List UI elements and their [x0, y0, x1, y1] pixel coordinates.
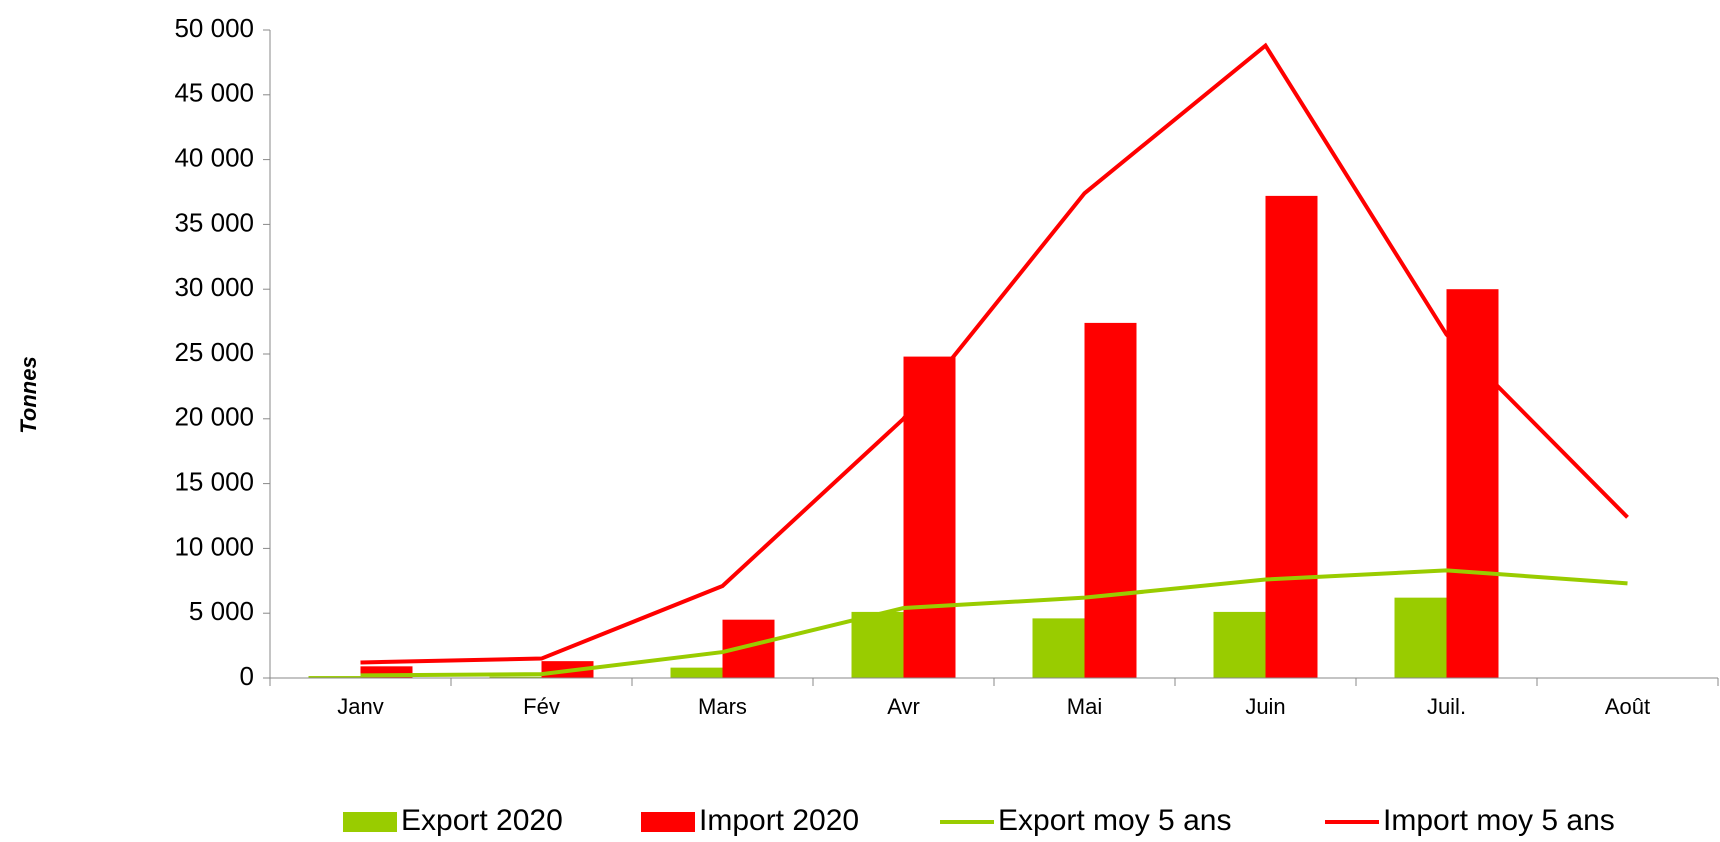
- bar: [1213, 611, 1266, 678]
- x-tick-label: Janv: [337, 694, 383, 719]
- line-series: [360, 568, 1628, 678]
- x-tick-label: Juin: [1245, 694, 1285, 719]
- bar: [1032, 618, 1085, 678]
- bar: [851, 611, 904, 678]
- y-tick-label: 50 000: [174, 13, 254, 43]
- x-tick-label: Mai: [1067, 694, 1102, 719]
- bar: [1446, 289, 1499, 678]
- bar: [1394, 597, 1447, 678]
- x-tick-label: Fév: [523, 694, 560, 719]
- x-tick-label: Mars: [698, 694, 747, 719]
- bar: [1265, 195, 1318, 678]
- line-series: [360, 42, 1629, 665]
- x-tick-label: Avr: [887, 694, 920, 719]
- x-tick-label: Juil.: [1427, 694, 1466, 719]
- bar: [903, 356, 956, 678]
- bar: [308, 676, 361, 678]
- bar: [1084, 322, 1137, 678]
- y-tick-label: 10 000: [174, 531, 254, 561]
- legend-swatch: [641, 812, 695, 832]
- x-tick-label: Août: [1605, 694, 1650, 719]
- bar: [670, 667, 723, 678]
- y-tick-label: 15 000: [174, 466, 254, 496]
- y-tick-label: 30 000: [174, 272, 254, 302]
- bar: [489, 676, 542, 678]
- y-tick-label: 45 000: [174, 78, 254, 108]
- legend-label: Export 2020: [401, 804, 563, 837]
- y-tick-label: 0: [240, 661, 254, 691]
- y-tick-label: 20 000: [174, 402, 254, 432]
- bar: [360, 666, 413, 678]
- legend-swatch: [343, 812, 397, 832]
- y-tick-label: 5 000: [189, 596, 254, 626]
- y-tick-label: 40 000: [174, 142, 254, 172]
- y-axis-label: Tonnes: [16, 356, 41, 433]
- legend-label: Export moy 5 ans: [998, 804, 1231, 837]
- y-tick-label: 25 000: [174, 337, 254, 367]
- legend-label: Import 2020: [699, 804, 859, 837]
- y-tick-label: 35 000: [174, 207, 254, 237]
- legend-label: Import moy 5 ans: [1383, 804, 1615, 837]
